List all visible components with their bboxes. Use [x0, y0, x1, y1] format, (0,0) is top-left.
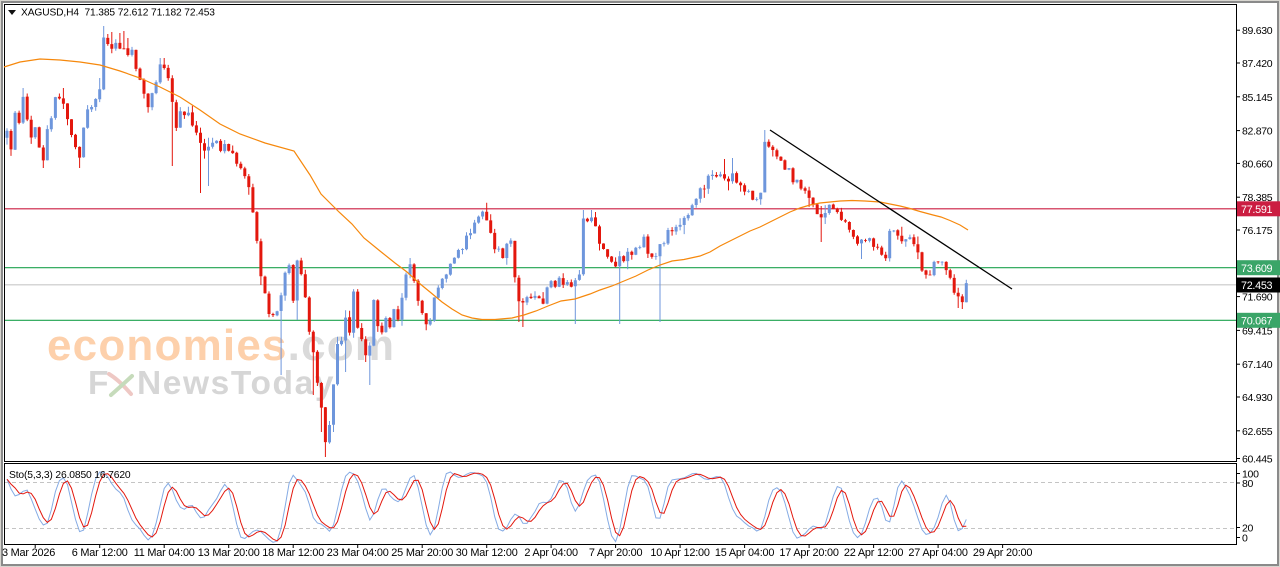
- svg-text:73.609: 73.609: [1241, 263, 1273, 275]
- svg-text:87.420: 87.420: [1242, 58, 1273, 70]
- svg-text:7 Apr 20:00: 7 Apr 20:00: [589, 547, 643, 559]
- svg-text:F: F: [88, 365, 108, 402]
- svg-text:22 Apr 12:00: 22 Apr 12:00: [844, 547, 904, 559]
- svg-text:13 Mar 20:00: 13 Mar 20:00: [198, 547, 260, 559]
- svg-text:29 Apr 20:00: 29 Apr 20:00: [973, 547, 1033, 559]
- svg-text:64.930: 64.930: [1242, 392, 1273, 404]
- svg-text:80: 80: [1242, 478, 1254, 490]
- svg-text:80.660: 80.660: [1242, 158, 1273, 170]
- svg-text:85.145: 85.145: [1242, 92, 1273, 104]
- svg-text:2 Apr 04:00: 2 Apr 04:00: [524, 547, 578, 559]
- svg-text:25 Mar 20:00: 25 Mar 20:00: [391, 547, 453, 559]
- svg-text:27 Apr 04:00: 27 Apr 04:00: [908, 547, 968, 559]
- svg-text:70.067: 70.067: [1241, 316, 1273, 328]
- svg-text:10 Apr 12:00: 10 Apr 12:00: [650, 547, 710, 559]
- svg-text:76.175: 76.175: [1242, 225, 1273, 237]
- svg-text:82.870: 82.870: [1242, 126, 1273, 138]
- svg-text:100: 100: [1242, 469, 1259, 481]
- svg-text:XAGUSD,H4 71.385 72.612 71.18: XAGUSD,H4 71.385 72.612 71.182 72.453: [21, 8, 215, 19]
- svg-text:NewsToday: NewsToday: [137, 365, 335, 402]
- svg-text:17 Apr 20:00: 17 Apr 20:00: [779, 547, 839, 559]
- svg-text:69.415: 69.415: [1242, 325, 1273, 337]
- svg-text:72.453: 72.453: [1241, 280, 1273, 292]
- svg-text:economies.com: economies.com: [47, 321, 395, 370]
- svg-text:18 Mar 12:00: 18 Mar 12:00: [262, 547, 324, 559]
- svg-text:23 Mar 04:00: 23 Mar 04:00: [327, 547, 389, 559]
- svg-text:20: 20: [1242, 523, 1254, 535]
- svg-text:62.655: 62.655: [1242, 426, 1273, 438]
- svg-text:15 Apr 04:00: 15 Apr 04:00: [715, 547, 775, 559]
- svg-text:67.140: 67.140: [1242, 359, 1273, 371]
- svg-text:3 Mar 2026: 3 Mar 2026: [2, 547, 55, 559]
- svg-text:78.385: 78.385: [1242, 192, 1273, 204]
- svg-text:89.630: 89.630: [1242, 25, 1273, 37]
- svg-text:60.445: 60.445: [1242, 454, 1273, 466]
- svg-text:6 Mar 12:00: 6 Mar 12:00: [72, 547, 128, 559]
- svg-text:30 Mar 12:00: 30 Mar 12:00: [456, 547, 518, 559]
- svg-text:77.591: 77.591: [1241, 204, 1273, 216]
- svg-text:0: 0: [1242, 533, 1248, 545]
- svg-text:71.690: 71.690: [1242, 292, 1273, 304]
- svg-text:11 Mar 04:00: 11 Mar 04:00: [134, 547, 195, 559]
- svg-text:Sto(5,3,3) 26.0850 16.7620: Sto(5,3,3) 26.0850 16.7620: [9, 470, 131, 481]
